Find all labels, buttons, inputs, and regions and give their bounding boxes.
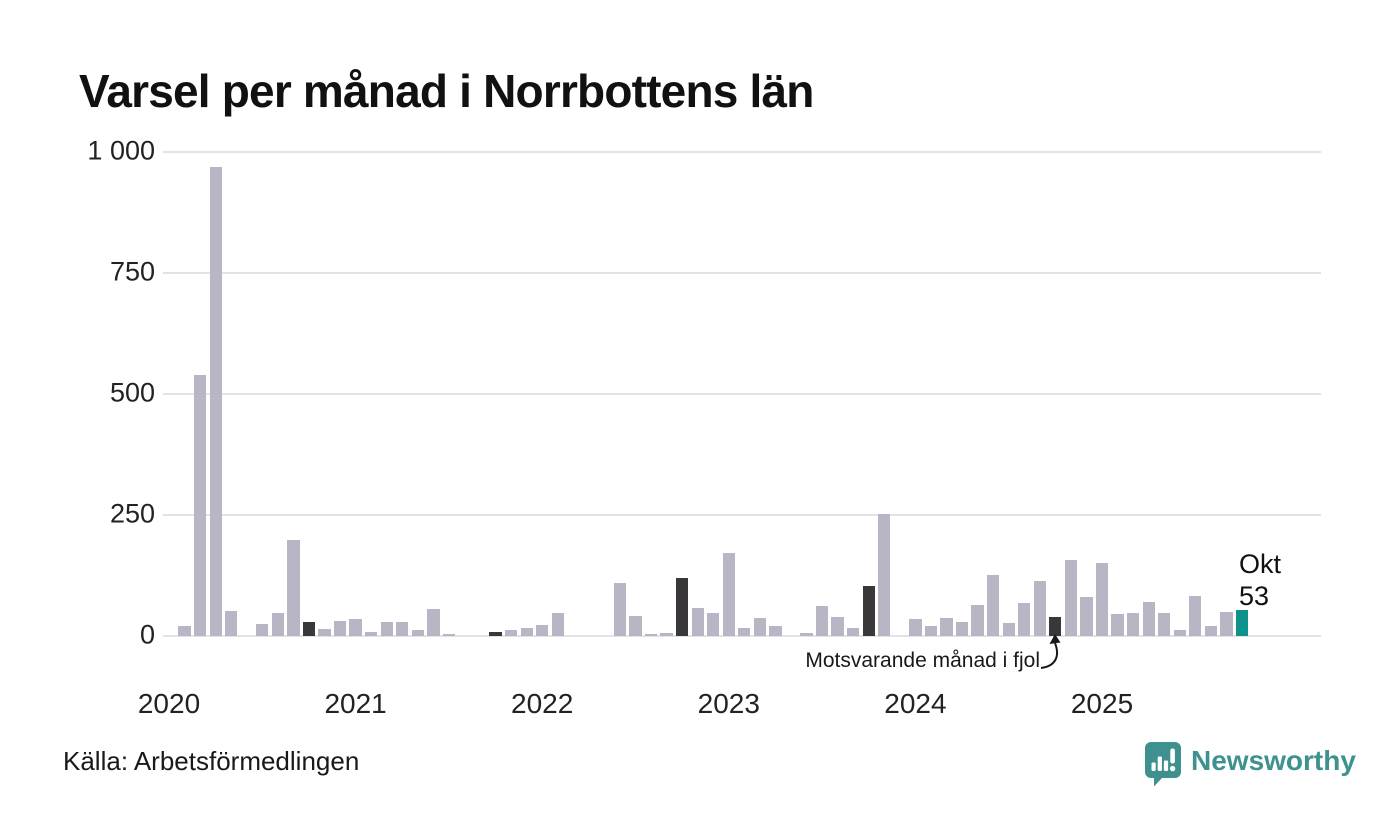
bar-2020-02 xyxy=(178,625,191,636)
bar-2025-04 xyxy=(1142,602,1155,636)
bar-2025-03 xyxy=(1126,612,1140,636)
bar-2020-11 xyxy=(318,628,331,636)
latest-point-month: Okt xyxy=(1239,549,1282,579)
x-axis-tick-label-2024: 2024 xyxy=(884,688,947,719)
newsworthy-wordmark: Newsworthy xyxy=(1191,745,1356,776)
bar-2020-05 xyxy=(225,610,238,636)
bar-2024-06 xyxy=(987,575,1000,636)
bar-2022-06 xyxy=(613,583,627,636)
bar-2023-06 xyxy=(800,633,813,636)
bar-2025-02 xyxy=(1111,614,1124,636)
bar-2021-01 xyxy=(349,618,362,636)
bar-2021-02 xyxy=(364,632,378,636)
annotation-arrow-icon xyxy=(1040,634,1061,669)
bar-2021-04 xyxy=(396,622,409,636)
bar-2022-11 xyxy=(691,607,704,636)
bar-2021-11 xyxy=(504,630,518,636)
bar-2024-02 xyxy=(924,625,938,636)
gridline-250 xyxy=(163,514,1321,516)
bar-2020-08 xyxy=(271,612,285,636)
bar-2024-11 xyxy=(1064,560,1078,636)
bar-2023-11 xyxy=(878,513,891,636)
fjol-annotation-text: Motsvarande månad i fjol xyxy=(805,649,1040,672)
bar-2021-07 xyxy=(442,633,456,636)
bar-2023-09 xyxy=(847,628,860,636)
bar-2023-08 xyxy=(831,617,844,636)
bar-2025-08 xyxy=(1204,625,1218,636)
y-axis-tick-label: 0 xyxy=(139,619,155,650)
latest-point-label: Okt 53 xyxy=(1239,548,1281,612)
bar-2022-02 xyxy=(551,613,564,636)
bar-2024-04 xyxy=(955,621,969,636)
bar-2024-07 xyxy=(1002,623,1015,636)
x-axis-tick-label-2025: 2025 xyxy=(1070,688,1134,719)
bar-2023-01 xyxy=(722,553,735,636)
gridline-750 xyxy=(163,272,1321,274)
bar-2021-06 xyxy=(427,608,440,636)
bar-2025-06 xyxy=(1173,630,1186,636)
newsworthy-icon xyxy=(1145,742,1181,787)
bar-2024-03 xyxy=(940,618,953,636)
bar-2020-07 xyxy=(256,624,269,636)
gridline-1000 xyxy=(163,151,1321,153)
y-axis-tick-label: 250 xyxy=(109,498,155,529)
bar-2021-05 xyxy=(411,629,424,636)
y-axis-tick-label: 1 000 xyxy=(87,135,155,166)
bar-2023-03 xyxy=(753,618,767,636)
bar-2020-03 xyxy=(193,374,207,636)
bar-2024-08 xyxy=(1018,602,1031,636)
bar-2024-12 xyxy=(1080,596,1093,636)
bar-2022-10 xyxy=(675,578,689,636)
bar-2020-04 xyxy=(209,166,222,636)
bar-2022-07 xyxy=(629,616,642,636)
y-axis-tick-label: 750 xyxy=(109,256,155,287)
bar-2023-10 xyxy=(862,586,875,636)
bar-2021-03 xyxy=(380,622,393,636)
latest-point-value: 53 xyxy=(1239,581,1270,611)
bar-2023-07 xyxy=(815,606,829,636)
x-axis-tick-label-2022: 2022 xyxy=(511,688,574,719)
x-axis-tick-label-2020: 2020 xyxy=(137,688,201,719)
bar-2025-05 xyxy=(1158,613,1171,636)
x-axis-tick-label-2021: 2021 xyxy=(324,688,387,719)
bar-2022-08 xyxy=(644,633,658,636)
fjol-annotation-label: Motsvarande månad i fjol xyxy=(768,649,1040,673)
bar-2023-04 xyxy=(769,625,782,636)
bar-2024-05 xyxy=(971,604,984,636)
bar-2025-09 xyxy=(1220,611,1233,636)
bar-2022-01 xyxy=(536,625,549,636)
bar-2025-01 xyxy=(1095,563,1109,636)
chart-title: Varsel per månad i Norrbottens län xyxy=(79,65,814,117)
bar-2020-09 xyxy=(287,540,300,636)
bar-2024-09 xyxy=(1033,580,1046,636)
bar-2021-10 xyxy=(489,632,502,636)
gridline-0 xyxy=(163,635,1321,637)
x-axis-tick-label-2023: 2023 xyxy=(697,688,760,719)
bar-2020-10 xyxy=(302,622,316,636)
gridline-500 xyxy=(163,393,1321,395)
bar-2023-02 xyxy=(738,627,751,636)
bar-2024-10 xyxy=(1049,616,1062,636)
source-text: Källa: Arbetsförmedlingen xyxy=(63,746,360,776)
bar-2021-12 xyxy=(520,627,533,636)
y-axis-tick-label: 500 xyxy=(109,377,155,408)
bar-2025-10 xyxy=(1235,610,1249,636)
newsworthy-logo[interactable]: Newsworthy xyxy=(1144,741,1356,787)
bar-2022-09 xyxy=(660,632,673,636)
bar-2020-12 xyxy=(333,620,347,636)
bar-2024-01 xyxy=(909,619,922,636)
bar-2025-07 xyxy=(1189,595,1202,636)
bar-2022-12 xyxy=(707,613,720,636)
